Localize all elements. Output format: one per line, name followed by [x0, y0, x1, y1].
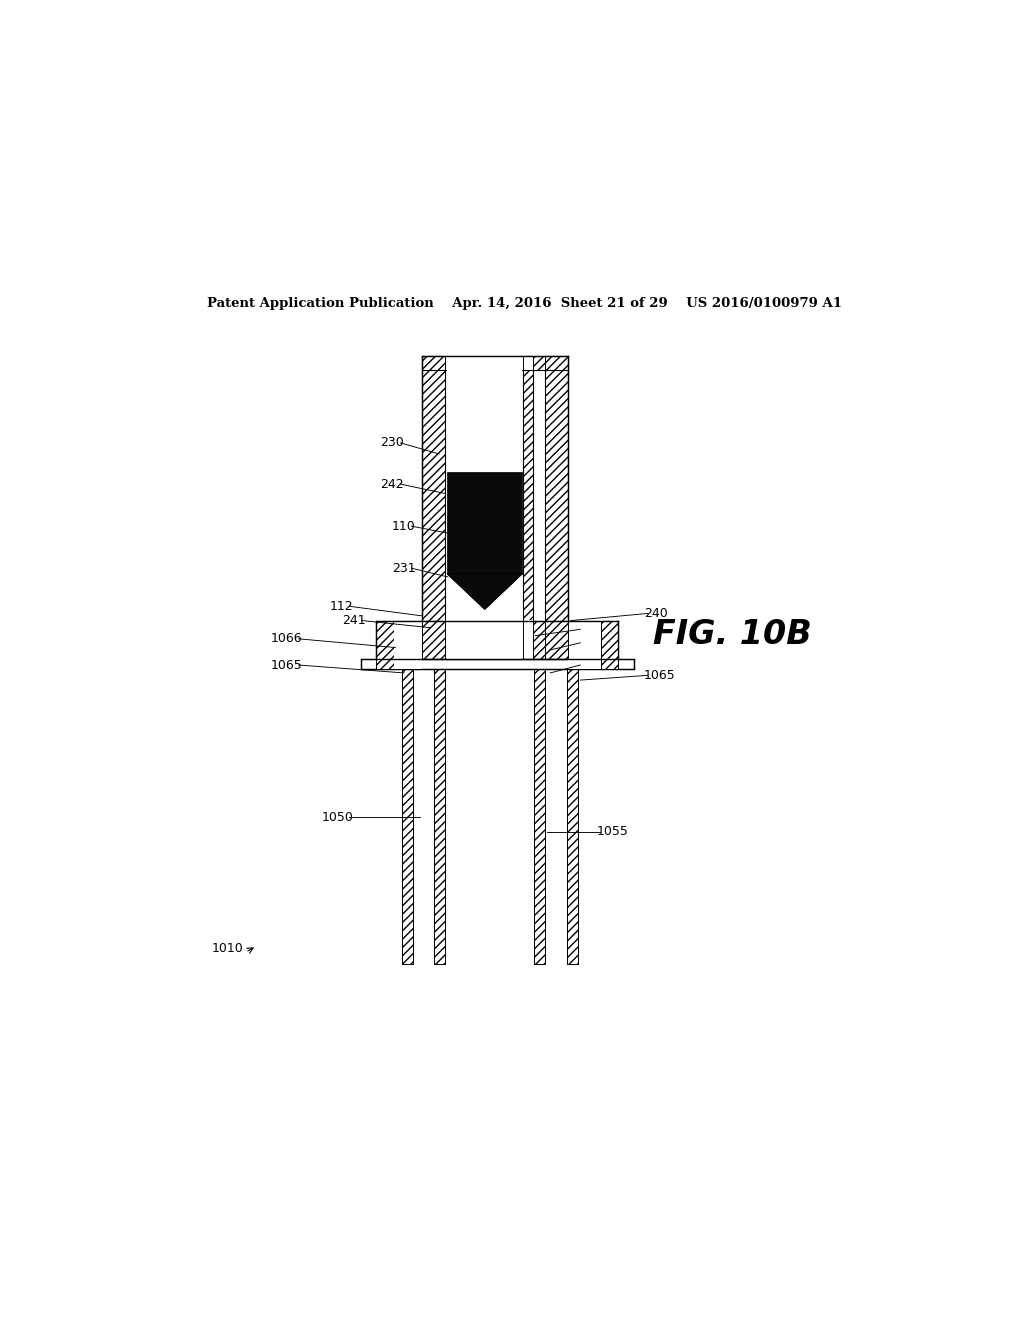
- Bar: [535, 669, 546, 964]
- Bar: [546, 669, 567, 964]
- Bar: [377, 620, 618, 659]
- Text: 110: 110: [391, 520, 416, 533]
- Bar: [422, 355, 568, 370]
- Text: FIG. 10B: FIG. 10B: [653, 618, 812, 651]
- Bar: [445, 620, 532, 659]
- Bar: [445, 355, 523, 620]
- Text: Patent Application Publication    Apr. 14, 2016  Sheet 21 of 29    US 2016/01009: Patent Application Publication Apr. 14, …: [207, 297, 843, 310]
- Bar: [447, 370, 522, 473]
- Bar: [401, 669, 413, 964]
- Text: 230: 230: [381, 437, 404, 449]
- Polygon shape: [447, 574, 522, 610]
- Bar: [394, 620, 422, 669]
- Text: 1010: 1010: [211, 942, 243, 954]
- Bar: [599, 620, 618, 643]
- Bar: [445, 355, 532, 370]
- Text: 241: 241: [342, 614, 367, 627]
- Text: 1050: 1050: [322, 810, 353, 824]
- Bar: [523, 355, 532, 620]
- Bar: [545, 355, 568, 620]
- Bar: [360, 659, 634, 669]
- Bar: [434, 669, 445, 964]
- Bar: [377, 620, 394, 669]
- Text: 1055: 1055: [596, 825, 628, 838]
- Text: 242: 242: [381, 478, 404, 491]
- Bar: [568, 620, 601, 669]
- Text: 231: 231: [391, 562, 416, 574]
- Text: 112: 112: [330, 599, 353, 612]
- Polygon shape: [447, 574, 522, 610]
- Bar: [413, 669, 434, 964]
- Bar: [532, 355, 545, 620]
- Text: 410: 410: [577, 623, 600, 636]
- Text: 1066: 1066: [577, 636, 608, 649]
- Text: 1060: 1060: [577, 659, 608, 672]
- Text: 1065: 1065: [644, 669, 676, 682]
- Bar: [567, 669, 578, 964]
- Bar: [377, 620, 395, 643]
- Text: 1066: 1066: [271, 632, 303, 645]
- Bar: [601, 620, 618, 669]
- Bar: [447, 473, 522, 574]
- Text: 240: 240: [644, 607, 668, 620]
- Bar: [422, 355, 445, 620]
- Bar: [447, 620, 522, 659]
- Text: 1065: 1065: [270, 659, 303, 672]
